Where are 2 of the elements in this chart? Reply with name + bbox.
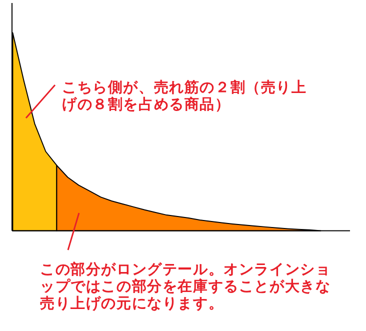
text: この部分がロングテール。オンラインショップではこの部分を在庫することが大きな売り上げの元になります。	[40, 262, 332, 313]
annotation: こちら側が、売れ筋の２割（売り上げの８割を占める商品）	[62, 80, 308, 114]
